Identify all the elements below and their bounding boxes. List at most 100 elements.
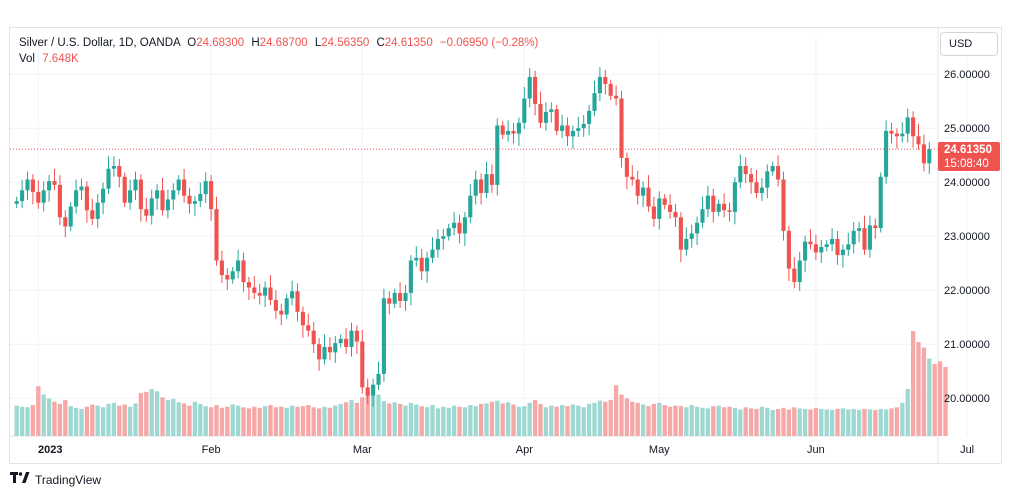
candle-body [846,244,851,250]
volume-bar [387,403,392,436]
candle-body [651,206,656,219]
volume-bar [100,407,106,436]
volume-bar [862,408,867,436]
candle-body [198,194,203,202]
candle-body [47,181,52,191]
volume-bar [52,401,57,436]
candle-body [608,83,613,96]
candle-body [468,195,473,218]
candle-body [25,179,30,191]
volume-bar [187,405,192,436]
candle-body [587,110,592,124]
y-tick-label: 20.00000 [944,393,990,405]
volume-bar [424,407,430,436]
volume-bar [462,407,468,436]
candle-body [684,238,689,250]
candle-body [311,330,316,345]
candle-body [14,201,19,204]
candle-body [284,298,289,315]
volume-bar [716,405,721,436]
y-tick-label: 21.00000 [944,339,990,351]
candle-body [549,109,554,112]
candle-body [695,222,700,234]
candle-body [457,222,462,234]
volume-bar [154,391,160,436]
volume-bar [408,402,414,436]
volume-bar [36,386,41,436]
candle-body [781,179,786,231]
candle-body [128,190,133,203]
candle-body [738,166,743,183]
candle-body [176,179,181,191]
candle-body [835,238,840,256]
volume-bar [532,400,538,436]
currency-button[interactable]: USD [940,32,998,56]
volume-bar [165,400,171,436]
candle-body [41,190,46,203]
volume-bar [538,403,543,436]
chart-frame [9,27,1002,464]
candle-body [354,330,359,342]
volume-bar [349,400,354,436]
tradingview-logo[interactable]: TradingView [10,472,101,487]
volume-bar [133,403,138,436]
volume-bar [79,408,84,436]
candle-body [236,260,241,272]
tradingview-logo-icon [10,472,30,487]
volume-bar [943,366,948,436]
volume-bar [673,405,678,436]
candle-body [705,195,710,210]
candle-body [398,292,403,301]
volume-bar [635,402,640,436]
candle-body [570,130,575,137]
volume-bar [516,406,522,436]
volume-bar [392,402,397,436]
volume-bar [381,401,387,436]
volume-bar [883,409,889,436]
volume-bar [295,406,300,436]
candle-body [30,179,35,192]
y-tick-label: 24.00000 [944,177,990,189]
candle-body [122,176,127,203]
candle-body [419,257,424,272]
volume-bar [106,403,111,436]
volume-bar [592,402,597,436]
volume-bar [754,408,759,436]
volume-bar [333,405,338,436]
volume-bar [608,400,613,436]
candle-body [36,191,41,203]
volume-bar [257,407,262,436]
volume-bar [149,389,154,436]
volume-bar [613,385,619,436]
close-value: 24.61350 [384,37,433,49]
volume-bar [932,364,937,436]
volume-bar [927,358,932,436]
symbol-title[interactable]: Silver / U.S. Dollar, 1D, OANDA [19,37,181,49]
volume-bar [489,401,495,436]
candle-body [246,282,251,288]
x-tick-label: Mar [353,444,372,456]
volume-bar [414,404,419,436]
candle-body [322,346,327,360]
volume-bar [565,406,570,436]
candle-body [776,166,781,180]
volume-bar [576,405,581,436]
volume-bar [68,406,73,436]
candle-body [722,203,727,211]
candle-body [387,298,392,304]
volume-bar [916,342,921,436]
candle-body [786,230,791,269]
volume-bar [360,397,365,436]
candle-body [489,174,494,185]
change-value: −0.06950 (−0.28%) [439,37,539,49]
candle-body [473,179,478,196]
volume-bar [219,407,225,436]
volume-bar [322,406,327,436]
volume-bar [835,408,840,436]
volume-bar [505,402,511,436]
candle-body [581,123,586,129]
volume-bar [797,408,802,436]
volume-bar [905,389,910,436]
candle-body [792,268,797,283]
